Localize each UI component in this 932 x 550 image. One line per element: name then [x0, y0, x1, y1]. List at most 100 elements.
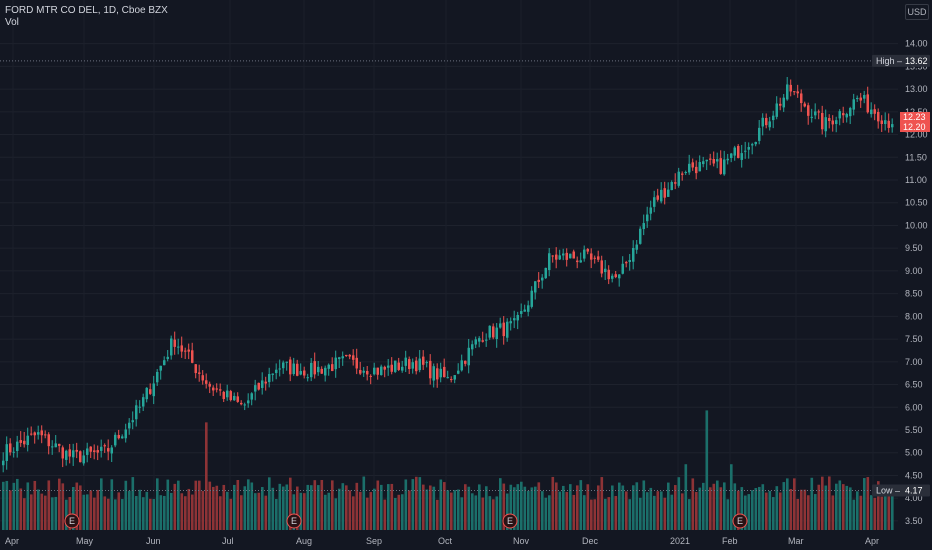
candle-body: [586, 248, 589, 252]
volume-bar: [873, 497, 877, 530]
candle-body: [877, 112, 880, 122]
volume-bar: [194, 480, 198, 530]
volume-bar: [317, 485, 320, 530]
earnings-icon[interactable]: E: [64, 513, 80, 529]
volume-bar: [415, 476, 418, 530]
time-tick-label: Dec: [582, 536, 599, 546]
volume-bar: [177, 480, 180, 530]
candle-body: [380, 366, 383, 376]
candle-body: [544, 267, 547, 279]
volume-bar: [646, 492, 649, 530]
volume-bar: [289, 477, 292, 530]
candle-body: [464, 360, 467, 364]
last-price-tag: 12.20: [900, 122, 930, 132]
volume-bar: [401, 494, 404, 530]
time-tick-label: Feb: [722, 536, 738, 546]
price-tick-label: 10.00: [905, 220, 928, 230]
volume-bar: [502, 483, 506, 530]
currency-button[interactable]: USD: [905, 4, 929, 20]
candle-body: [817, 111, 820, 113]
volume-bar: [114, 499, 117, 530]
time-tick-label: 2021: [670, 536, 690, 546]
earnings-icon[interactable]: E: [502, 513, 518, 529]
high-tag: High – 13.62: [872, 54, 930, 67]
volume-bar: [149, 498, 152, 530]
candle-body: [327, 364, 330, 369]
candle-body: [166, 356, 169, 360]
volume-bar: [299, 492, 303, 530]
candle-body: [887, 120, 890, 128]
candle-body: [761, 117, 764, 127]
volume-bar: [691, 478, 695, 530]
price-tick-label: 7.00: [905, 357, 923, 367]
candle-body: [334, 357, 337, 370]
volume-bar: [467, 486, 471, 530]
candle-body: [509, 321, 512, 324]
volume-bar: [58, 478, 61, 530]
candle-body: [313, 361, 316, 375]
earnings-icon[interactable]: E: [286, 513, 302, 529]
candle-body: [418, 358, 421, 371]
candle-body: [495, 327, 498, 339]
volume-bar: [366, 497, 369, 530]
volume-bar: [576, 485, 579, 530]
volume-bar: [632, 485, 635, 530]
candle-body: [359, 370, 362, 374]
time-tick-label: Sep: [366, 536, 382, 546]
volume-bar: [520, 481, 523, 530]
candle-body: [275, 369, 278, 374]
volume-bar: [828, 476, 831, 530]
earnings-circle: [64, 513, 80, 529]
candle-body: [520, 311, 523, 314]
candle-body: [152, 383, 155, 397]
candle-body: [667, 189, 670, 197]
volume-bar: [250, 482, 254, 530]
volume-bar: [590, 499, 593, 530]
volume-bar: [107, 498, 110, 530]
candle-body: [653, 197, 656, 207]
volume-bar: [79, 485, 82, 530]
high-tag-label: High –: [876, 56, 902, 66]
candle-body: [16, 441, 19, 451]
volume-bar: [786, 478, 789, 530]
volume-bar: [600, 477, 604, 530]
volume-bar: [93, 497, 96, 530]
price-tick-label: 13.00: [905, 84, 928, 94]
volume-bar: [705, 410, 709, 530]
earnings-icon[interactable]: E: [732, 513, 748, 529]
candle-body: [831, 120, 834, 125]
volume-bar: [110, 479, 114, 530]
volume-bar: [362, 476, 366, 530]
volume-bar: [765, 492, 768, 530]
candle-body: [387, 365, 390, 368]
candle-body: [303, 370, 306, 376]
volume-bar: [744, 495, 747, 530]
volume-bar: [569, 484, 572, 530]
volume-bar: [698, 487, 702, 530]
volume-bar: [320, 479, 324, 530]
candle-body: [58, 443, 61, 446]
candle-body: [131, 420, 134, 423]
candle-body: [548, 253, 551, 271]
volume-bar: [730, 464, 733, 530]
chart-legend: FORD MTR CO DEL, 1D, Cboe BZX Vol: [5, 5, 168, 29]
candle-body: [555, 254, 558, 260]
candle-body: [47, 434, 50, 447]
candle-body: [229, 391, 232, 401]
volume-bar: [831, 495, 835, 530]
volume-bar: [702, 482, 705, 530]
volume-bar: [296, 486, 299, 530]
volume-bar: [471, 493, 474, 530]
candle-body: [712, 158, 715, 164]
candle-body: [240, 402, 243, 405]
volume-bar: [555, 482, 558, 530]
price-tick-label: 6.50: [905, 380, 923, 390]
candle-body: [880, 120, 883, 124]
volume-bar: [474, 495, 478, 530]
volume-bar: [51, 497, 54, 530]
candle-body: [2, 460, 5, 466]
candle-body: [194, 364, 197, 374]
volume-bar: [5, 480, 9, 530]
candle-body: [149, 389, 152, 394]
